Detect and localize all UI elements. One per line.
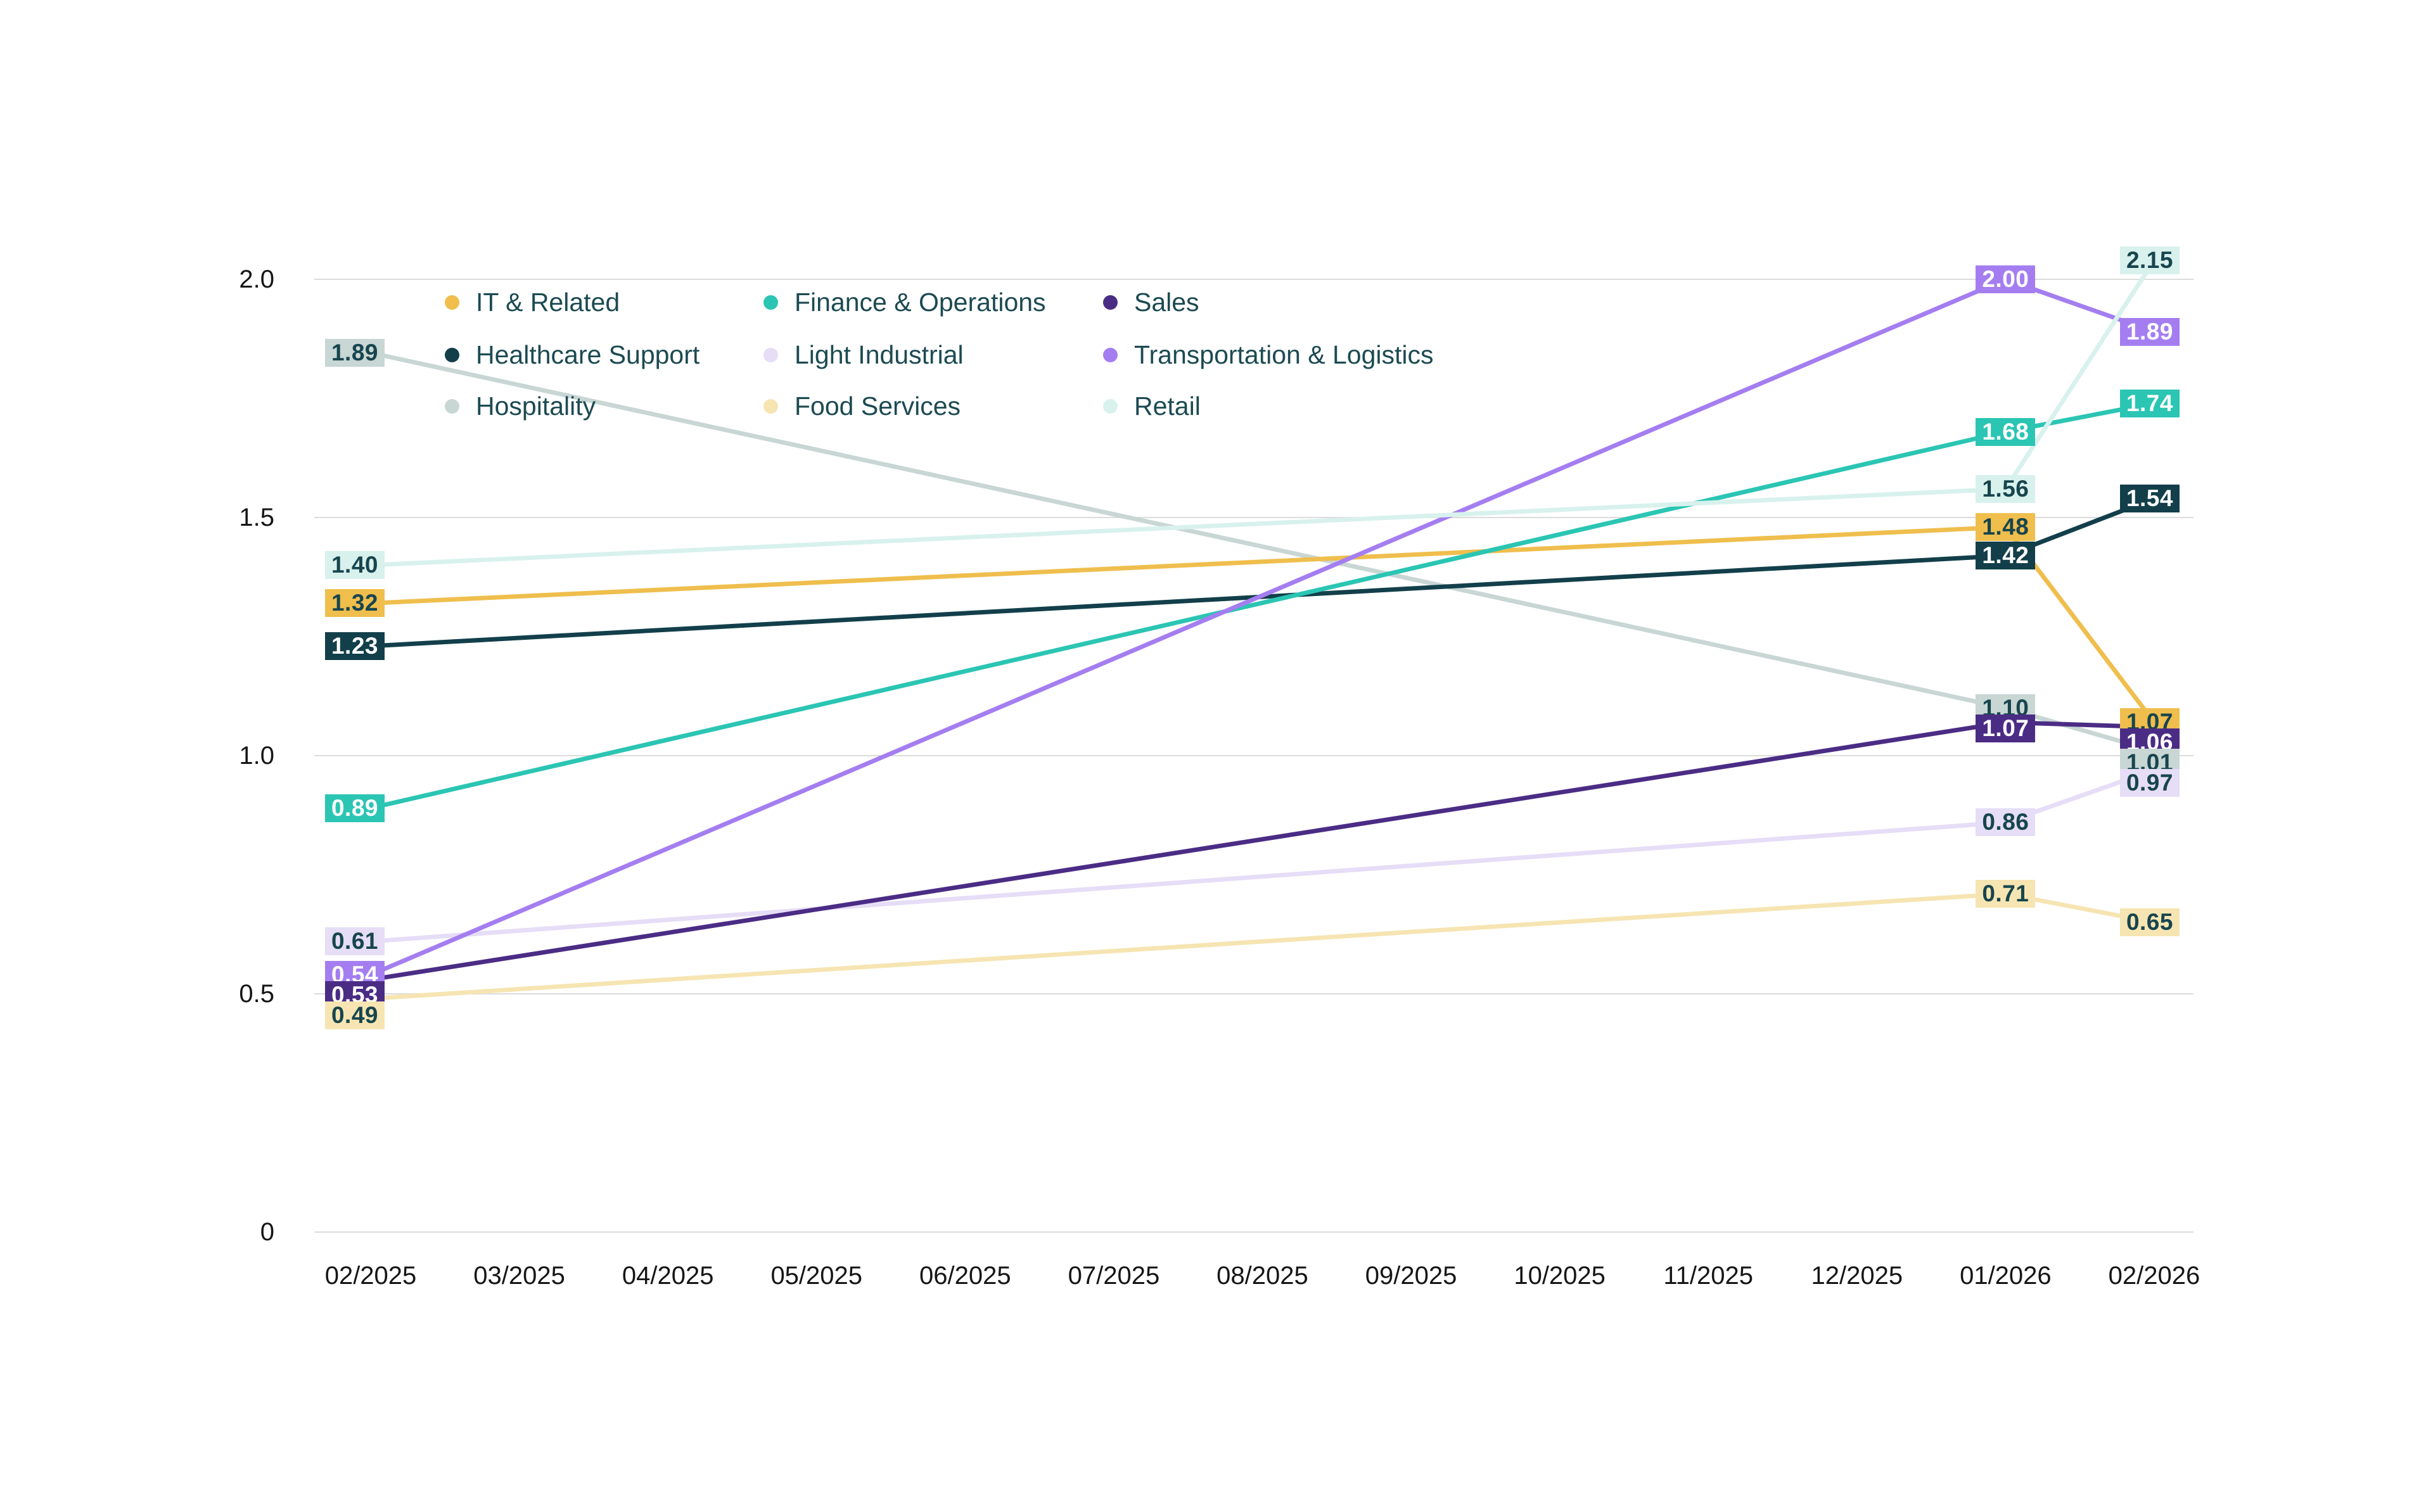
value-label-finance-operations-02/2026: 1.74 [2119, 389, 2180, 417]
value-label-it-related-01/2026: 1.48 [1976, 513, 2036, 542]
value-label-healthcare-support-02/2025: 1.23 [325, 632, 385, 661]
value-label-healthcare-support-01/2026: 1.42 [1976, 542, 2036, 570]
legend-dot-light-industrial [763, 347, 778, 362]
value-label-light-industrial-01/2026: 0.86 [1976, 808, 2036, 837]
y-tick-label-0.5: 0.5 [239, 980, 274, 1008]
value-label-finance-operations-02/2025: 0.89 [325, 794, 385, 822]
value-label-healthcare-support-02/2026: 1.54 [2119, 484, 2180, 512]
line-series-food-services [370, 891, 2155, 1001]
x-tick-label-01-2026: 01/2026 [1960, 1262, 2052, 1290]
legend-dot-healthcare-support [445, 347, 459, 362]
value-label-food-services-01/2026: 0.71 [1976, 880, 2036, 908]
legend-item-healthcare-support[interactable]: Healthcare Support [445, 336, 699, 374]
legend-dot-retail [1103, 398, 1118, 414]
value-label-retail-02/2025: 1.40 [325, 551, 385, 580]
value-label-food-services-02/2025: 0.49 [325, 1001, 385, 1029]
y-tick-label-1.5: 1.5 [239, 504, 274, 531]
x-tick-label-06-2025: 06/2025 [919, 1262, 1011, 1290]
legend-dot-transportation-logistics [1103, 347, 1118, 362]
legend-dot-finance-operations [763, 295, 778, 310]
legend-dot-it-related [445, 295, 459, 310]
legend-label-healthcare-support: Healthcare Support [476, 340, 700, 369]
x-tick-label-05-2025: 05/2025 [770, 1262, 863, 1290]
y-tick-label-1.0: 1.0 [239, 742, 274, 770]
y-tick-label-0: 0 [260, 1218, 274, 1246]
y-tick-label-2.0: 2.0 [239, 265, 274, 293]
legend-item-light-industrial[interactable]: Light Industrial [763, 336, 964, 374]
legend-label-transportation-logistics: Transportation & Logistics [1134, 340, 1434, 369]
legend-item-retail[interactable]: Retail [1103, 387, 1201, 425]
value-label-light-industrial-02/2026: 0.97 [2119, 769, 2180, 797]
x-tick-label-02-2025: 02/2025 [324, 1262, 417, 1290]
value-label-sales-01/2026: 1.07 [1976, 714, 2036, 742]
value-label-it-related-02/2025: 1.32 [325, 589, 385, 618]
x-tick-label-10-2025: 10/2025 [1514, 1262, 1606, 1290]
value-label-food-services-02/2026: 0.65 [2119, 908, 2180, 937]
x-tick-label-07-2025: 07/2025 [1068, 1262, 1160, 1290]
legend-dot-hospitality [445, 398, 459, 414]
x-tick-label-11-2025: 11/2025 [1663, 1262, 1754, 1290]
legend-label-finance-operations: Finance & Operations [795, 287, 1046, 317]
legend-dot-food-services [763, 398, 778, 414]
x-tick-label-08-2025: 08/2025 [1216, 1262, 1308, 1290]
legend-label-it-related: IT & Related [476, 287, 620, 317]
line-series-finance-operations [370, 401, 2155, 811]
legend-label-light-industrial: Light Industrial [795, 340, 964, 369]
line-series-it-related [370, 524, 2156, 724]
line-series-transportation-logistics [369, 277, 2155, 977]
value-label-retail-02/2026: 2.15 [2119, 246, 2180, 274]
legend-dot-sales [1103, 295, 1118, 310]
line-series-light-industrial [370, 768, 2155, 944]
value-label-transportation-logistics-01/2026: 2.00 [1976, 265, 2036, 293]
value-label-hospitality-02/2025: 1.89 [325, 339, 385, 367]
legend-label-hospitality: Hospitality [476, 391, 596, 421]
legend-item-finance-operations[interactable]: Finance & Operations [763, 283, 1046, 321]
value-label-retail-01/2026: 1.56 [1976, 474, 2036, 503]
legend-label-retail: Retail [1134, 391, 1201, 421]
value-label-light-industrial-02/2025: 0.61 [325, 927, 385, 956]
x-tick-label-04-2025: 04/2025 [622, 1262, 714, 1290]
legend-label-sales: Sales [1134, 287, 1199, 317]
legend-item-it-related[interactable]: IT & Related [445, 283, 620, 321]
legend-item-food-services[interactable]: Food Services [763, 387, 961, 425]
x-tick-label-02-2026: 02/2026 [2108, 1262, 2200, 1290]
legend-item-hospitality[interactable]: Hospitality [445, 387, 596, 425]
value-label-finance-operations-01/2026: 1.68 [1976, 417, 2036, 446]
x-tick-label-09-2025: 09/2025 [1365, 1262, 1457, 1290]
legend-item-sales[interactable]: Sales [1103, 283, 1199, 321]
x-tick-label-03-2025: 03/2025 [473, 1262, 565, 1290]
x-tick-label-12-2025: 12/2025 [1811, 1262, 1903, 1290]
line-series-healthcare-support [370, 496, 2155, 649]
value-label-transportation-logistics-02/2026: 1.89 [2119, 317, 2180, 346]
legend-label-food-services: Food Services [795, 391, 961, 421]
legend-item-transportation-logistics[interactable]: Transportation & Logistics [1103, 336, 1433, 374]
